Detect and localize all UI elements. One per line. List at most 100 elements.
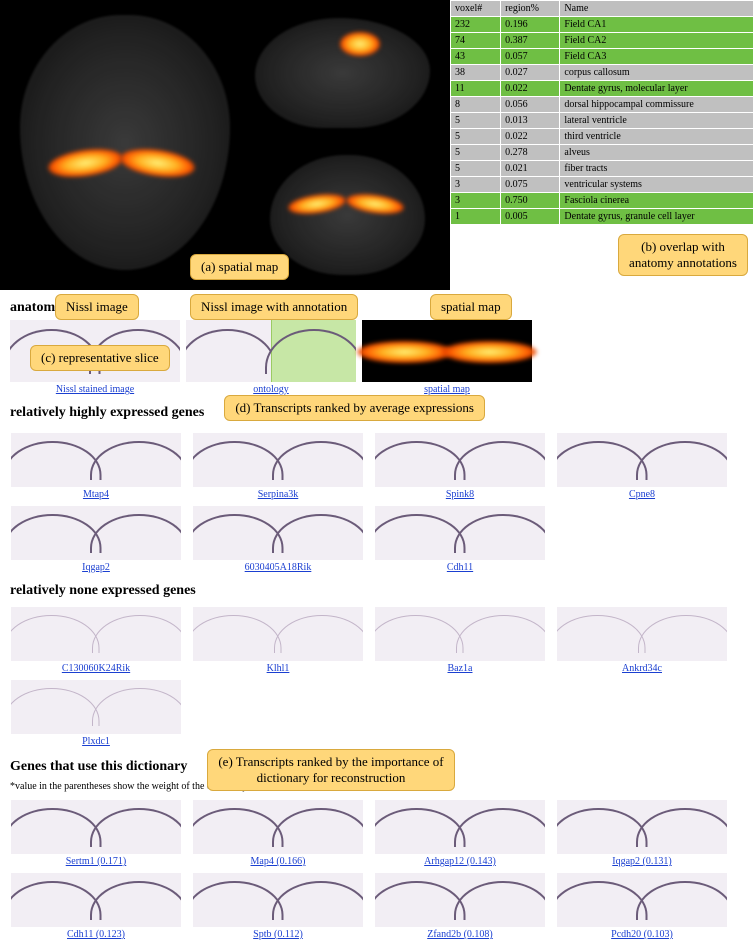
callout-e: (e) Transcripts ranked by the importance… <box>207 749 454 791</box>
gene-image <box>11 800 181 854</box>
gene-grid-dict: Sertm1 (0.171) Map4 (0.166) Arhgap12 (0.14… <box>10 800 744 940</box>
cell-name: corpus callosum <box>560 65 753 80</box>
gene-image <box>193 607 363 661</box>
gene-tile: Plxdc1 <box>10 680 182 747</box>
gene-link[interactable]: Iqgap2 <box>82 562 110 573</box>
gene-image <box>11 433 181 487</box>
gene-tile: Cpne8 <box>556 433 728 500</box>
gene-tile: Serpina3k <box>192 433 364 500</box>
table-row: 50.021fiber tracts <box>451 161 753 176</box>
gene-link[interactable]: Map4 (0.166) <box>251 856 306 867</box>
cell-voxel: 5 <box>451 129 500 144</box>
gene-link[interactable]: Pcdh20 (0.103) <box>611 929 673 940</box>
callout-b: (b) overlap with anatomy annotations <box>618 234 748 276</box>
gene-image <box>11 506 181 560</box>
gene-link[interactable]: Mtap4 <box>83 489 109 500</box>
cell-region: 0.196 <box>501 17 559 32</box>
gene-link[interactable]: C130060K24Rik <box>62 663 130 674</box>
gene-link[interactable]: Sertm1 (0.171) <box>66 856 127 867</box>
cell-region: 0.075 <box>501 177 559 192</box>
gene-link[interactable]: Baz1a <box>448 663 473 674</box>
gene-tile: Klhl1 <box>192 607 364 674</box>
gene-link[interactable]: Zfand2b (0.108) <box>427 929 493 940</box>
gene-link[interactable]: Serpina3k <box>258 489 299 500</box>
gene-image <box>375 506 545 560</box>
cell-name: alveus <box>560 145 753 160</box>
region-table-panel: voxel# region% Name 2320.196Field CA1740… <box>450 0 754 290</box>
gene-image <box>375 873 545 927</box>
cell-voxel: 38 <box>451 65 500 80</box>
gene-tile: Cdh11 (0.123) <box>10 873 182 940</box>
gene-image <box>193 873 363 927</box>
gene-image <box>193 433 363 487</box>
gene-link[interactable]: Sptb (0.112) <box>253 929 303 940</box>
gene-image <box>557 800 727 854</box>
gene-link[interactable]: Cdh11 (0.123) <box>67 929 125 940</box>
callout-nissl: Nissl image <box>55 294 139 320</box>
brain-coronal-view <box>270 155 425 275</box>
gene-tile: Cdh11 <box>374 506 546 573</box>
cell-region: 0.005 <box>501 209 559 224</box>
gene-link[interactable]: Klhl1 <box>267 663 290 674</box>
gene-tile: Baz1a <box>374 607 546 674</box>
callout-d: (d) Transcripts ranked by average expres… <box>224 395 485 421</box>
gene-link[interactable]: Ankrd34c <box>622 663 662 674</box>
gene-link[interactable]: Cpne8 <box>629 489 655 500</box>
table-row: 110.022Dentate gyrus, molecular layer <box>451 81 753 96</box>
spatial-image <box>362 320 532 382</box>
cell-region: 0.387 <box>501 33 559 48</box>
table-row: 50.278alveus <box>451 145 753 160</box>
gene-tile: Iqgap2 <box>10 506 182 573</box>
ontology-thumb: ontology <box>186 320 356 395</box>
table-row: 50.022third ventricle <box>451 129 753 144</box>
gene-image <box>193 800 363 854</box>
gene-image <box>11 873 181 927</box>
heatmap-blob <box>357 341 452 363</box>
heatmap-blob <box>340 32 380 56</box>
heading-high: relatively highly expressed genes <box>10 405 204 421</box>
callout-nissl-annot: Nissl image with annotation <box>190 294 358 320</box>
callout-spatial: spatial map <box>430 294 512 320</box>
spatial-map-viz: (a) spatial map <box>0 0 450 290</box>
cell-name: third ventricle <box>560 129 753 144</box>
gene-image <box>375 607 545 661</box>
link-ontology[interactable]: ontology <box>253 384 289 395</box>
gene-image <box>375 800 545 854</box>
table-row: 50.013lateral ventricle <box>451 113 753 128</box>
cell-name: fiber tracts <box>560 161 753 176</box>
cell-voxel: 5 <box>451 145 500 160</box>
col-name: Name <box>560 1 753 16</box>
link-nissl[interactable]: Nissl stained image <box>56 384 134 395</box>
cell-name: Dentate gyrus, granule cell layer <box>560 209 753 224</box>
cell-voxel: 11 <box>451 81 500 96</box>
gene-link[interactable]: Plxdc1 <box>82 736 110 747</box>
cell-region: 0.057 <box>501 49 559 64</box>
cell-region: 0.022 <box>501 81 559 96</box>
cell-name: lateral ventricle <box>560 113 753 128</box>
gene-link[interactable]: Spink8 <box>446 489 474 500</box>
link-spatial[interactable]: spatial map <box>424 384 470 395</box>
gene-tile: Sptb (0.112) <box>192 873 364 940</box>
cell-name: ventricular systems <box>560 177 753 192</box>
cell-name: Field CA1 <box>560 17 753 32</box>
cell-region: 0.278 <box>501 145 559 160</box>
ontology-overlay <box>271 320 356 382</box>
table-row: 30.075ventricular systems <box>451 177 753 192</box>
gene-link[interactable]: Arhgap12 (0.143) <box>424 856 496 867</box>
gene-tile: Sertm1 (0.171) <box>10 800 182 867</box>
gene-tile: Iqgap2 (0.131) <box>556 800 728 867</box>
gene-tile: Mtap4 <box>10 433 182 500</box>
gene-link[interactable]: Iqgap2 (0.131) <box>612 856 671 867</box>
callout-a: (a) spatial map <box>190 254 289 280</box>
gene-link[interactable]: 6030405A18Rik <box>245 562 312 573</box>
gene-grid-high: Mtap4 Serpina3k Spink8 Cpne8 Iqgap2 6030405A1… <box>10 433 744 573</box>
table-row: 740.387Field CA2 <box>451 33 753 48</box>
gene-link[interactable]: Cdh11 <box>447 562 473 573</box>
gene-tile: Ankrd34c <box>556 607 728 674</box>
cell-region: 0.013 <box>501 113 559 128</box>
cell-voxel: 5 <box>451 161 500 176</box>
heading-dict: Genes that use this dictionary <box>10 759 187 775</box>
gene-image <box>557 607 727 661</box>
table-row: 10.005Dentate gyrus, granule cell layer <box>451 209 753 224</box>
gene-image <box>11 680 181 734</box>
